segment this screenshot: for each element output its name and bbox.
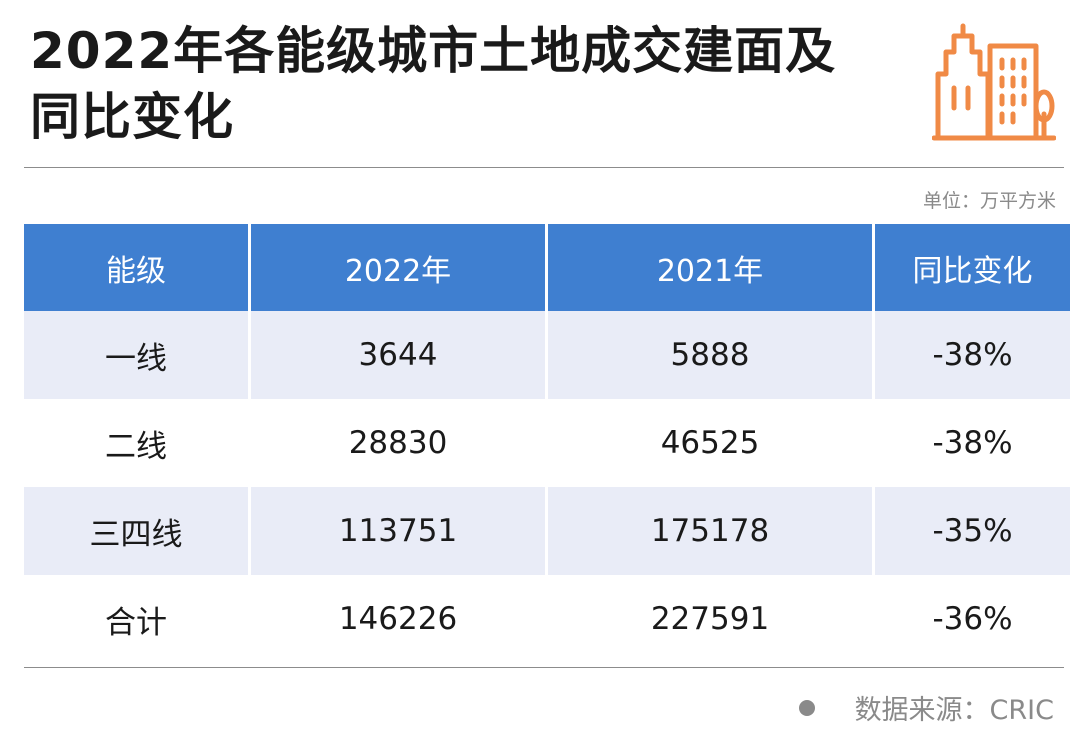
table-cell: 5888: [548, 311, 872, 399]
table-cell: 227591: [650, 601, 770, 637]
table-row: 合计 146226 227591 -36%: [24, 575, 1070, 663]
table-row: 一线 3644 5888 -38%: [24, 311, 1070, 399]
table-cell: 175178: [548, 487, 872, 575]
table-cell: 28830: [348, 425, 448, 461]
table-cell: 46525: [660, 425, 760, 461]
column-header: 能级: [24, 224, 248, 311]
table-cell: 三四线: [24, 487, 248, 575]
dot-icon: [798, 699, 815, 716]
source-note: 数据来源：CRIC: [798, 688, 1054, 727]
table-cell: 3644: [251, 311, 545, 399]
column-header: 2021年: [548, 224, 872, 311]
table-cell: -38%: [875, 311, 1070, 399]
bottom-divider: [24, 667, 1064, 668]
unit-note: 单位：万平方米: [922, 190, 1056, 212]
table-row: 三四线 113751 175178 -35%: [24, 487, 1070, 575]
table-cell: 146226: [338, 601, 458, 637]
table-cell: -35%: [875, 487, 1070, 575]
table-row: 二线 28830 46525 -38%: [24, 399, 1070, 487]
page-title: 2022年各能级城市土地成交建面及同比变化: [30, 22, 837, 146]
source-text: 数据来源：CRIC: [854, 695, 1054, 726]
column-header: 同比变化: [875, 224, 1070, 311]
table-cell: 合计: [105, 604, 167, 641]
table-cell: 113751: [251, 487, 545, 575]
table-cell: 二线: [105, 428, 167, 465]
column-header: 2022年: [251, 224, 545, 311]
top-divider: [24, 167, 1064, 168]
table-cell: 一线: [24, 311, 248, 399]
table-header-row: 能级 2022年 2021年 同比变化: [24, 224, 1070, 311]
table-cell: -38%: [932, 425, 1013, 461]
table-cell: -36%: [932, 601, 1013, 637]
data-table: 能级 2022年 2021年 同比变化 一线 3644 5888 -38% 二线…: [21, 224, 1073, 663]
city-buildings-icon: [932, 23, 1056, 141]
